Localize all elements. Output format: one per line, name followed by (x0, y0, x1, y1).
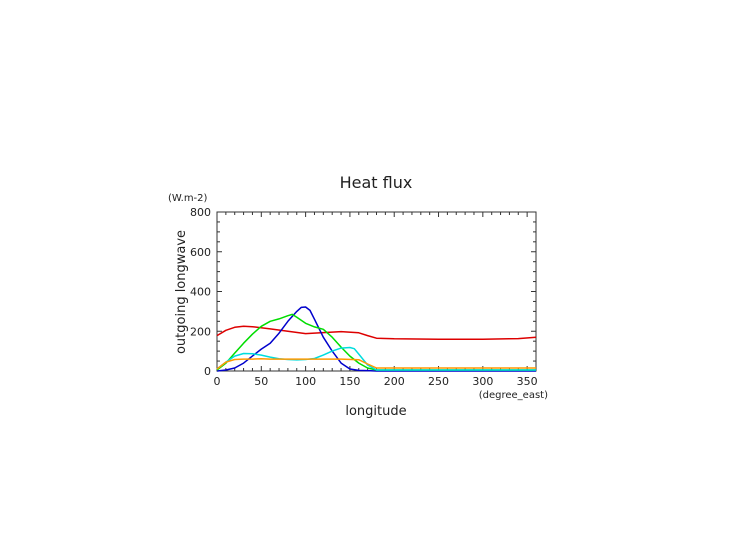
x-tick-label: 250 (428, 375, 449, 388)
series-lines (216, 306, 537, 372)
x-tick-label: 0 (214, 375, 221, 388)
x-tick-label: 350 (517, 375, 538, 388)
y-tick-label: 200 (190, 325, 211, 338)
y-tick-label: 800 (190, 206, 211, 219)
series-line-2 (216, 306, 536, 372)
y-tick-label: 0 (204, 365, 211, 378)
x-tick-label: 100 (295, 375, 316, 388)
x-tick-label: 50 (254, 375, 268, 388)
x-tick-label: 300 (472, 375, 493, 388)
y-axis-unit: (W.m-2) (168, 193, 208, 204)
x-axis-label: longitude (345, 404, 406, 419)
x-axis-unit: (degree_east) (479, 390, 548, 401)
chart-title: Heat flux (340, 173, 413, 192)
x-tick-label: 150 (339, 375, 360, 388)
y-tick-label: 600 (190, 246, 211, 259)
y-tick-label: 400 (190, 286, 211, 299)
x-tick-label: 200 (384, 375, 405, 388)
series-line-3 (216, 313, 536, 371)
y-axis-label: outgoing longwave (174, 230, 189, 354)
axis-ticks: 0 50 100 150 200 250 300 350 0 200 400 600 800 (190, 206, 538, 388)
series-line-5 (216, 357, 536, 370)
series-line-1 (216, 325, 537, 340)
